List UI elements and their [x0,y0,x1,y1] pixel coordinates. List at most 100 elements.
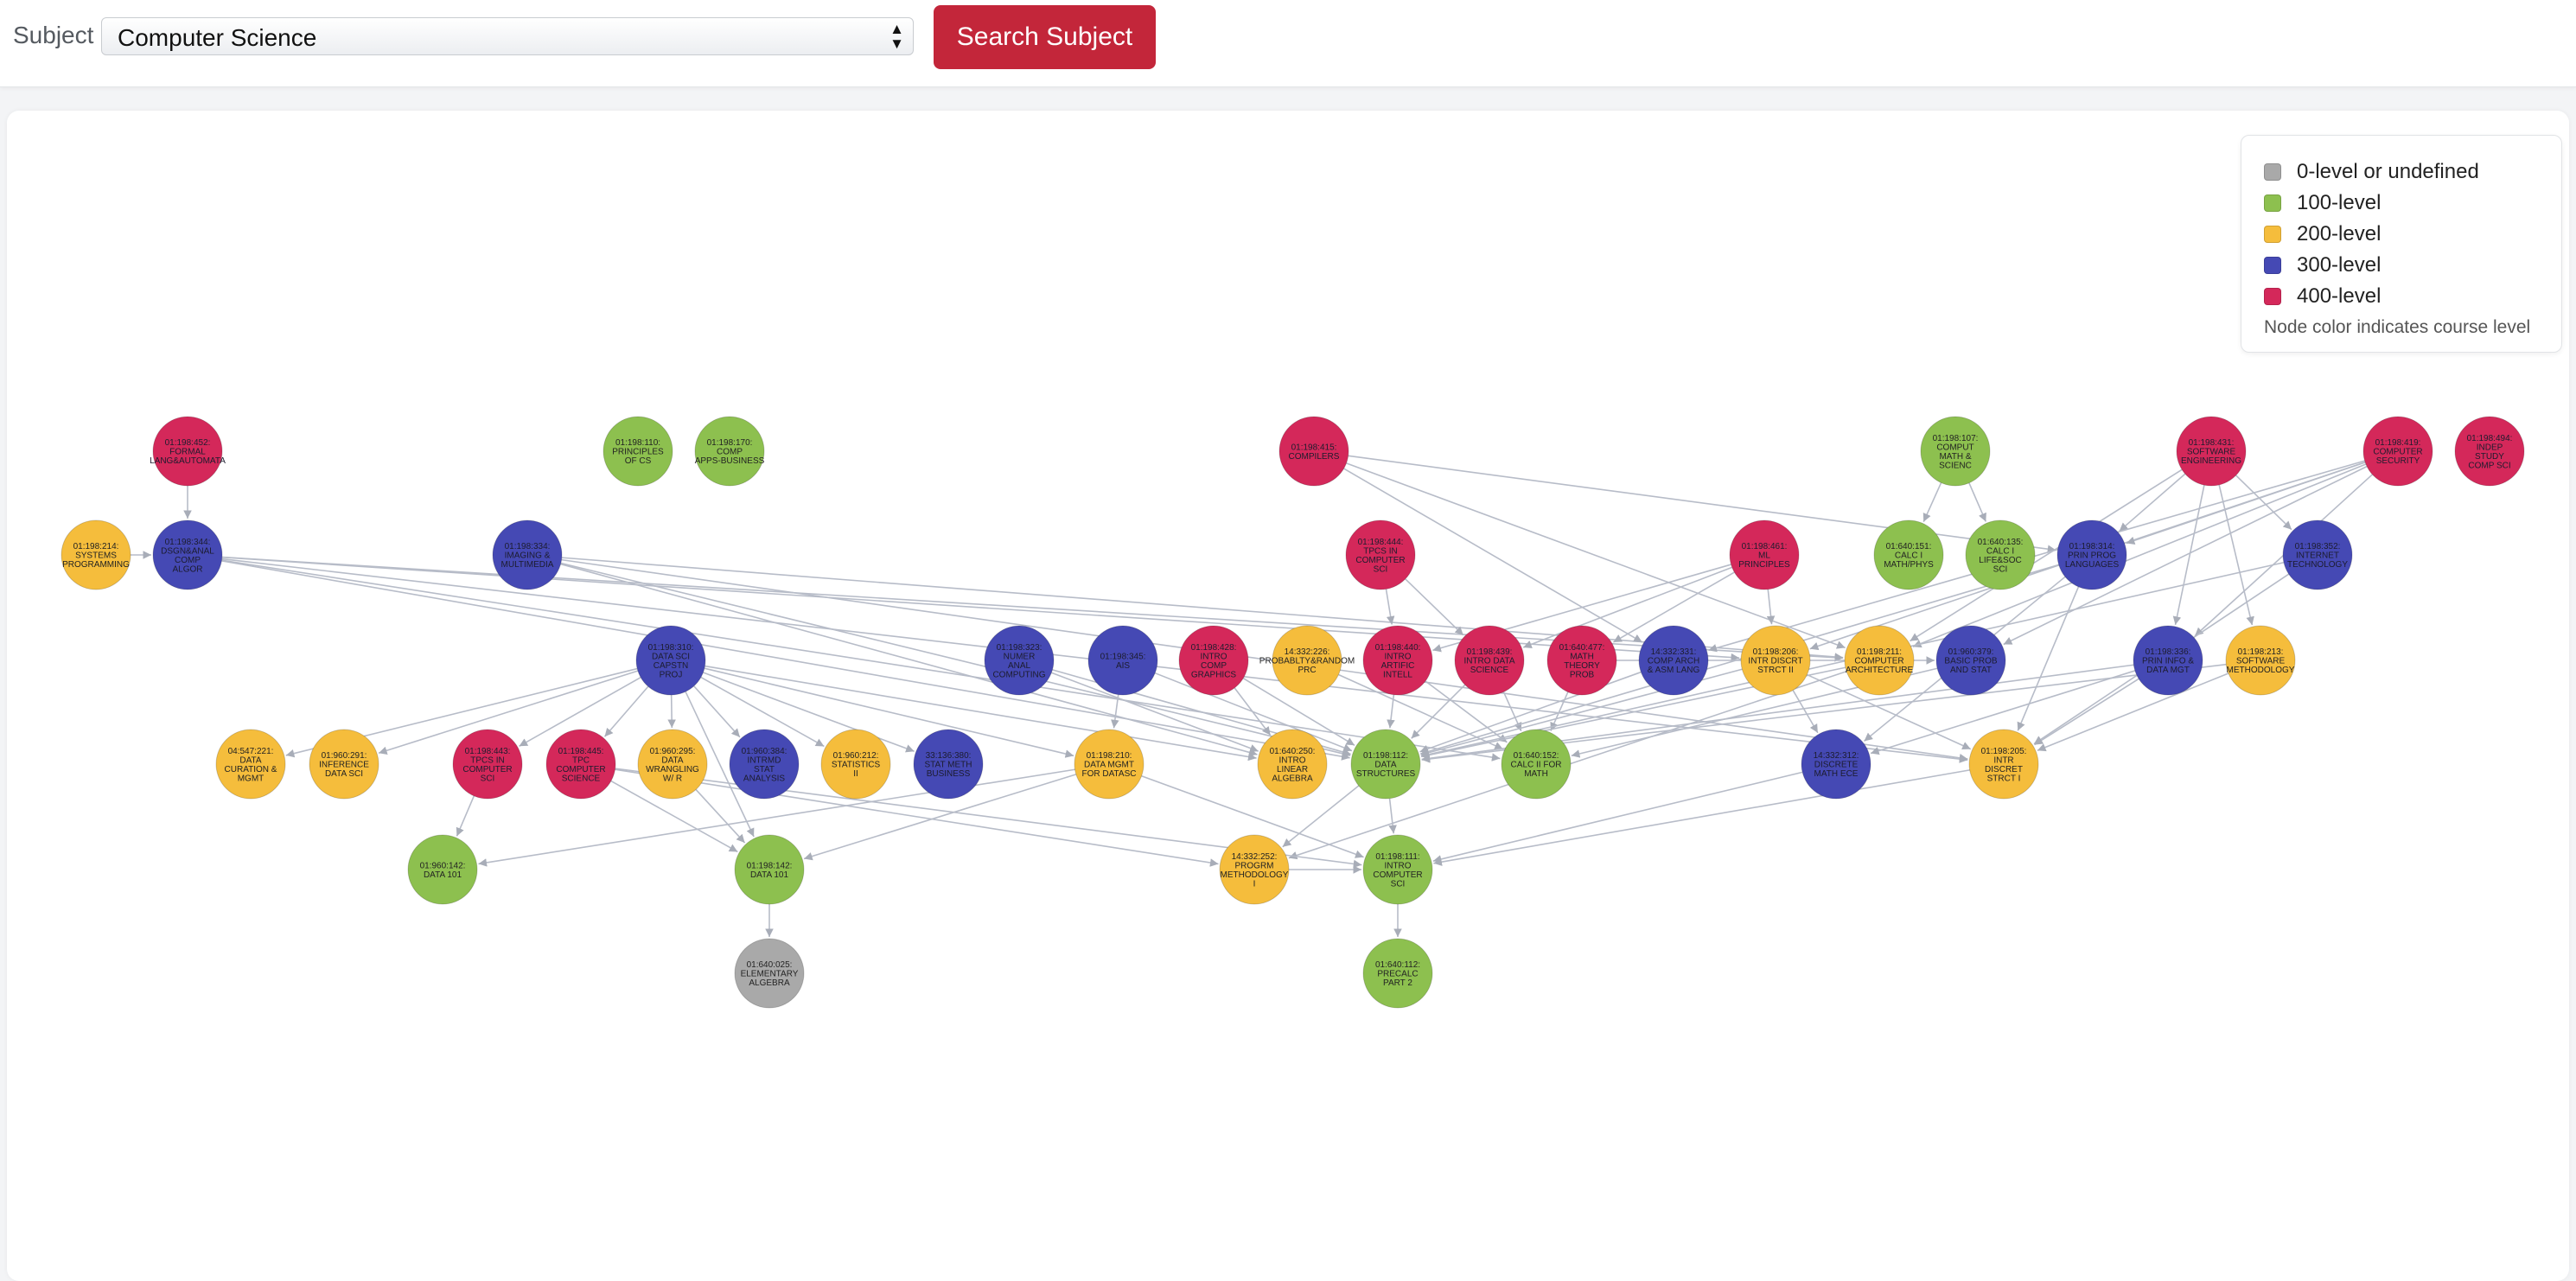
course-node[interactable]: 01:960:379: BASIC PROB AND STAT [1935,625,2006,696]
course-node[interactable]: 01:640:151: CALC I MATH/PHYS [1873,519,1944,590]
course-node[interactable]: 01:198:443: TPCS IN COMPUTER SCI [452,729,523,800]
course-node-circle[interactable] [1844,625,1915,696]
course-node-circle[interactable] [635,625,706,696]
course-node-circle[interactable] [545,729,616,800]
course-node[interactable]: 01:198:336: PRIN INFO & DATA MGT [2133,625,2203,696]
course-node-circle[interactable] [1801,729,1871,800]
course-node[interactable]: 33:136:380: STAT METH BUSINESS [913,729,984,800]
course-node-circle[interactable] [1074,729,1145,800]
course-node[interactable]: 01:198:112: DATA STRUCTURES [1350,729,1421,800]
course-node[interactable]: 01:198:444: TPCS IN COMPUTER SCI [1345,519,1416,590]
subject-select[interactable]: Computer Science ▲ ▼ [101,17,914,55]
course-node[interactable]: 01:198:419: COMPUTER SECURITY [2362,416,2433,487]
course-node[interactable]: 01:640:250: INTRO LINEAR ALGEBRA [1257,729,1328,800]
course-node[interactable]: 01:198:213: SOFTWARE METHODOLOGY [2225,625,2296,696]
course-node-circle[interactable] [1729,519,1800,590]
course-node[interactable]: 01:198:142: DATA 101 [734,834,805,905]
course-node-circle[interactable] [1257,729,1328,800]
course-node[interactable]: 01:198:111: INTRO COMPUTER SCI [1362,834,1433,905]
course-node-circle[interactable] [637,729,708,800]
course-node[interactable]: 01:960:291: INFERENCE DATA SCI [309,729,379,800]
course-node[interactable]: 01:198:170: COMP APPS-BUSINESS [694,416,765,487]
course-node-circle[interactable] [1087,625,1158,696]
course-node-circle[interactable] [2282,519,2353,590]
course-node-circle[interactable] [2362,416,2433,487]
course-node-circle[interactable] [1968,729,2039,800]
course-node-circle[interactable] [1362,938,1433,1009]
course-node[interactable]: 01:198:352: INTERNET TECHNOLOGY [2282,519,2353,590]
course-node[interactable]: 01:198:461: ML PRINCIPLES [1729,519,1800,590]
course-node[interactable]: 14:332:312: DISCRETE MATH ECE [1801,729,1871,800]
course-node[interactable]: 01:960:295: DATA WRANGLING W/ R [637,729,708,800]
course-node-circle[interactable] [1272,625,1342,696]
course-node-circle[interactable] [1740,625,1811,696]
course-node-circle[interactable] [152,416,223,487]
course-node[interactable]: 01:198:310: DATA SCI CAPSTN PROJ [635,625,706,696]
course-node-circle[interactable] [1345,519,1416,590]
course-node-circle[interactable] [215,729,286,800]
course-node[interactable]: 01:198:214: SYSTEMS PROGRAMMING [61,519,131,590]
course-node[interactable]: 01:640:135: CALC I LIFE&SOC SCI [1965,519,2036,590]
course-node-circle[interactable] [729,729,800,800]
course-node[interactable]: 01:198:211: COMPUTER ARCHITECTURE [1844,625,1915,696]
course-node[interactable]: 01:640:477: MATH THEORY PROB [1546,625,1617,696]
course-node[interactable]: 01:198:323: NUMER ANAL COMPUTING [984,625,1055,696]
course-node[interactable]: 04:547:221: DATA CURATION & MGMT [215,729,286,800]
course-node[interactable]: 01:198:415: COMPILERS [1278,416,1349,487]
course-node-circle[interactable] [2176,416,2247,487]
course-node[interactable]: 14:332:331: COMP ARCH & ASM LANG [1638,625,1709,696]
course-node[interactable]: 01:198:431: SOFTWARE ENGINEERING [2176,416,2247,487]
course-node-circle[interactable] [2133,625,2203,696]
course-node-circle[interactable] [1501,729,1572,800]
course-node-circle[interactable] [1350,729,1421,800]
course-node-circle[interactable] [1546,625,1617,696]
course-node[interactable]: 14:332:252: PROGRM METHODOLOGY I [1219,834,1290,905]
course-node[interactable]: 01:198:314: PRIN PROG LANGUAGES [2056,519,2127,590]
course-node[interactable]: 01:198:445: TPC COMPUTER SCIENCE [545,729,616,800]
course-node[interactable]: 01:640:112: PRECALC PART 2 [1362,938,1433,1009]
course-node-circle[interactable] [1278,416,1349,487]
course-node[interactable]: 01:198:107: COMPUT MATH & SCIENC [1920,416,1991,487]
course-node-circle[interactable] [152,519,223,590]
course-node[interactable]: 14:332:226: PROBABLTY&RANDOM PRC [1259,625,1355,696]
course-node-circle[interactable] [1873,519,1944,590]
course-node-circle[interactable] [1638,625,1709,696]
course-node-circle[interactable] [1219,834,1290,905]
course-node-circle[interactable] [734,834,805,905]
course-node[interactable]: 01:198:210: DATA MGMT FOR DATASC [1074,729,1145,800]
course-node-circle[interactable] [61,519,131,590]
course-node-circle[interactable] [913,729,984,800]
course-node[interactable]: 01:960:212: STATISTICS II [820,729,891,800]
course-node-circle[interactable] [984,625,1055,696]
course-node-circle[interactable] [1965,519,2036,590]
course-node-circle[interactable] [820,729,891,800]
course-node-circle[interactable] [1454,625,1525,696]
course-node-circle[interactable] [2454,416,2525,487]
search-subject-button[interactable]: Search Subject [934,5,1156,69]
course-node-circle[interactable] [2056,519,2127,590]
course-node[interactable]: 01:198:452: FORMAL LANG&AUTOMATA [150,416,226,487]
course-node-circle[interactable] [452,729,523,800]
course-node-circle[interactable] [492,519,563,590]
course-node-circle[interactable] [309,729,379,800]
course-node[interactable]: 01:640:025: ELEMENTARY ALGEBRA [734,938,805,1009]
course-node[interactable]: 01:198:206: INTR DISCRT STRCT II [1740,625,1811,696]
course-node[interactable]: 01:198:345: AIS [1087,625,1158,696]
course-node[interactable]: 01:198:110: PRINCIPLES OF CS [603,416,673,487]
course-node-circle[interactable] [1362,834,1433,905]
course-node[interactable]: 01:198:440: INTRO ARTIFIC INTELL [1362,625,1433,696]
course-node[interactable]: 01:960:142: DATA 101 [407,834,478,905]
course-node-circle[interactable] [1178,625,1249,696]
course-node-circle[interactable] [603,416,673,487]
course-node[interactable]: 01:198:334: IMAGING & MULTIMEDIA [492,519,563,590]
course-node-circle[interactable] [1362,625,1433,696]
course-node-circle[interactable] [694,416,765,487]
course-node[interactable]: 01:198:428: INTRO COMP GRAPHICS [1178,625,1249,696]
course-node[interactable]: 01:640:152: CALC II FOR MATH [1501,729,1572,800]
course-node[interactable]: 01:960:384: INTRMD STAT ANALYSIS [729,729,800,800]
course-node-circle[interactable] [407,834,478,905]
course-node-circle[interactable] [734,938,805,1009]
course-node-circle[interactable] [2225,625,2296,696]
course-node-circle[interactable] [1920,416,1991,487]
course-node[interactable]: 01:198:439: INTRO DATA SCIENCE [1454,625,1525,696]
